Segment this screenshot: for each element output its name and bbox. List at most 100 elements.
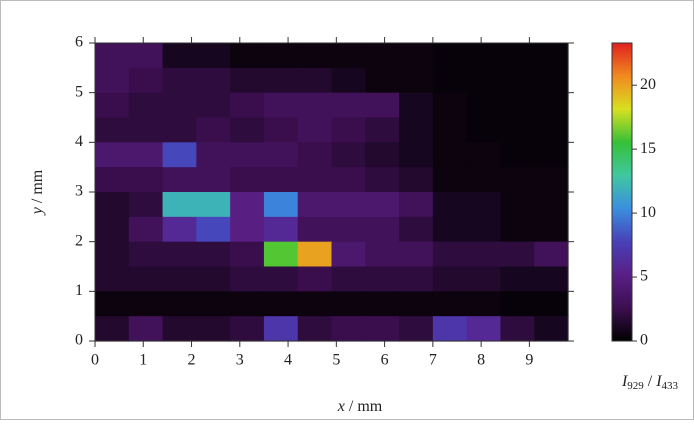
heatmap-cell [95,92,130,119]
heatmap-cell [263,216,299,243]
heatmap-cell [196,192,231,218]
heatmap-cell [500,67,535,94]
heatmap-cell [230,241,265,268]
heatmap-cell [162,117,197,143]
heatmap-cell [263,266,299,292]
heatmap-cell [365,216,400,243]
heatmap-cell [162,291,197,317]
heatmap-cell [466,167,502,193]
colorbar-tick-label: 0 [640,332,648,349]
x-axis-label: x / mm [337,398,383,415]
x-tick-label: 5 [332,352,340,369]
heatmap-cell [263,291,299,317]
heatmap-cell [365,167,400,193]
heatmap-cell [432,142,468,168]
heatmap-cell [128,92,164,119]
heatmap-cell [534,241,569,268]
heatmap-cell [297,192,333,218]
heatmap-cell [297,43,333,69]
heatmap-cell [95,241,130,268]
heatmap-cell [466,142,502,168]
y-tick-label: 6 [75,34,83,51]
heatmap-cell [365,192,400,218]
heatmap-cell [399,117,434,143]
heatmap-cell [365,117,400,143]
heatmap-cell [466,266,502,292]
heatmap-cell [128,291,164,317]
colorbar-label: I929 / I433 [621,373,679,392]
heatmap-cell [297,241,333,268]
heatmap-cell [196,43,231,69]
heatmap-cell [331,316,366,342]
heatmap-cell [466,43,502,69]
heatmap-cell [196,216,231,243]
y-tick-label: 4 [75,133,83,150]
heatmap-cell [128,167,164,193]
heatmap-cell [196,67,231,94]
heatmap-cell [297,117,333,143]
heatmap-cell [500,117,535,143]
heatmap-cell [230,92,265,119]
heatmap-cell [534,291,569,317]
y-tick-label: 1 [75,282,83,299]
x-tick-label: 4 [284,352,292,369]
heatmap-cell [500,216,535,243]
heatmap-cell [500,167,535,193]
heatmap-cell [365,266,400,292]
heatmap-cell [365,142,400,168]
heatmap-cell [466,67,502,94]
heatmap-cell [365,67,400,94]
heatmap-cell [95,291,130,317]
x-tick-label: 7 [429,352,437,369]
y-tick-label: 0 [75,332,83,349]
heatmap-cell [534,167,569,193]
heatmap-cell [297,216,333,243]
heatmap-cell [432,192,468,218]
heatmap-cell [399,266,434,292]
heatmap-cell [500,142,535,168]
heatmap-cell [399,142,434,168]
heatmap-cell [331,216,366,243]
heatmap-cell [230,192,265,218]
heatmap-cell [128,67,164,94]
heatmap-cell [534,43,569,69]
heatmap-cell [297,67,333,94]
heatmap-cell [162,316,197,342]
x-tick-label: 9 [525,352,533,369]
heatmap-cell [466,316,502,342]
heatmap-cell [331,117,366,143]
colorbar: 0 5 10 15 20 [611,42,656,349]
heatmap-cell [534,216,569,243]
heatmap-cell [500,43,535,69]
heatmap-cell [162,266,197,292]
heatmap-cell [95,167,130,193]
heatmap-cell [466,117,502,143]
heatmap-cell [297,291,333,317]
colorbar-tick-label: 20 [640,76,656,93]
heatmap-cell [500,316,535,342]
heatmap-cell [432,117,468,143]
heatmap-cell [534,192,569,218]
heatmap-cell [263,241,299,268]
heatmap-cell [128,142,164,168]
heatmap-cell [263,142,299,168]
heatmap-cell [263,167,299,193]
heatmap-cell [162,241,197,268]
heatmap-cell [196,167,231,193]
heatmap-cell [466,241,502,268]
heatmap-cell [297,266,333,292]
heatmap-cell [331,92,366,119]
heatmap-cell [399,241,434,268]
heatmap-cell [466,92,502,119]
heatmap-cell [230,117,265,143]
colorbar-tick-label: 5 [640,268,648,285]
heatmap-cell [230,216,265,243]
heatmap-cell [128,266,164,292]
x-tick-label: 0 [91,352,99,369]
heatmap-cell [432,291,468,317]
heatmap-cell [230,142,265,168]
heatmap-cell [162,142,197,168]
heatmap-cell [466,216,502,243]
heatmap-cell [466,192,502,218]
heatmap-cell [399,291,434,317]
